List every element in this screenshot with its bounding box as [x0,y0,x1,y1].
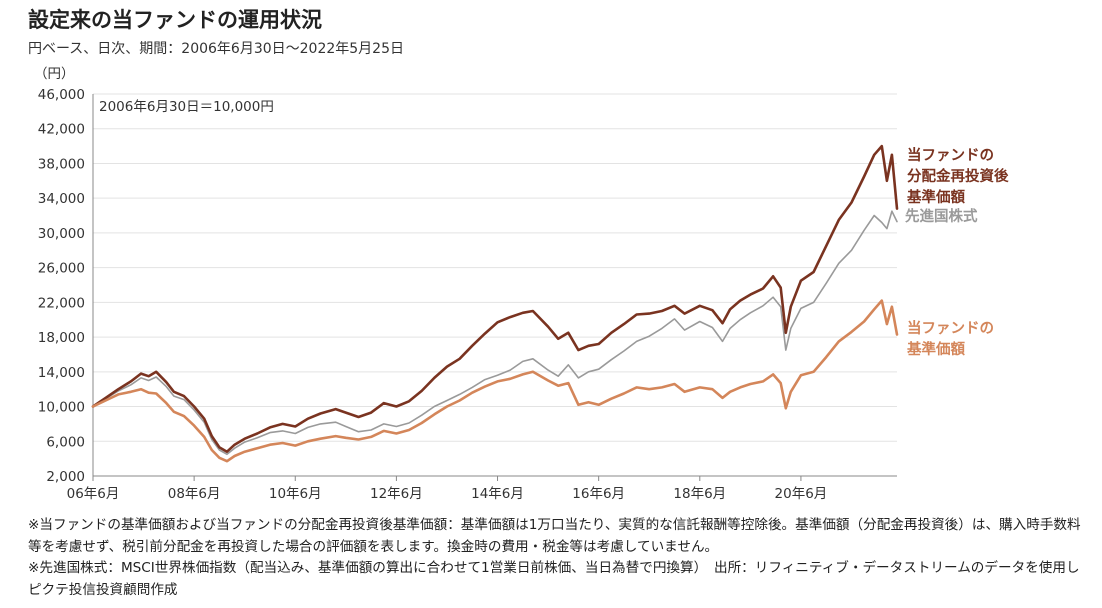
line-chart: 2,000 6,000 10,000 14,000 18,000 22,000 26,000… [34,66,1009,502]
series-line-fund-nav [91,299,899,463]
y-axis-unit: （円） [34,66,75,82]
y-tick-label: 14,000 [38,365,85,381]
y-tick-label: 38,000 [38,156,85,172]
page-subtitle: 円ベース、日次、期間：2006年6月30日～2022年5月25日 [28,41,405,57]
x-tick-label: 10年6月 [269,486,322,502]
x-tick-label: 12年6月 [370,486,423,502]
y-tick-label: 22,000 [38,295,85,311]
y-tick-label: 42,000 [38,122,85,138]
footnotes: ※当ファンドの基準価額および当ファンドの分配金再投資後基準価額：基準価額は1万口… [28,515,1088,601]
page-title: 設定来の当ファンドの運用状況 [28,8,322,32]
chart-gridlines [93,93,897,477]
series-line-world-equity [92,210,898,456]
footnote-index: ※先進国株式：MSCI世界株価指数（配当込み、基準価額の算出に合わせて1営業日前… [28,560,1080,598]
x-tick-label: 08年6月 [168,486,221,502]
y-tick-label: 18,000 [38,330,85,346]
series-label: 当ファンドの [907,319,994,337]
x-tick-label: 06年6月 [67,486,120,502]
series-label: 当ファンドの [907,146,994,164]
series-label: 基準価額 [906,340,965,358]
chart-series [91,144,899,463]
series-label: 基準価額 [906,188,965,206]
y-tick-label: 2,000 [46,469,85,485]
x-tick-label: 20年6月 [775,486,828,502]
x-tick-label: 18年6月 [673,486,726,502]
footnote-fund: ※当ファンドの基準価額および当ファンドの分配金再投資後基準価額：基準価額は1万口… [28,517,1081,555]
y-tick-label: 46,000 [38,87,85,103]
y-tick-label: 30,000 [38,226,85,242]
y-tick-label: 34,000 [38,191,85,207]
series-line-fund-reinvested [91,144,899,454]
chart-axes: 2,000 6,000 10,000 14,000 18,000 22,000 26,000… [34,66,827,502]
chart-annotation: 2006年6月30日＝10,000円 [99,99,274,115]
series-label: 分配金再投資後 [907,167,1009,185]
x-tick-label: 14年6月 [471,486,524,502]
series-label: 先進国株式 [905,207,978,225]
y-tick-label: 26,000 [38,261,85,277]
y-tick-label: 10,000 [38,400,85,416]
x-tick-label: 16年6月 [572,486,625,502]
y-tick-label: 6,000 [46,434,85,450]
chart-labels: 2006年6月30日＝10,000円先進国株式当ファンドの分配金再投資後基準価額… [99,99,1009,358]
